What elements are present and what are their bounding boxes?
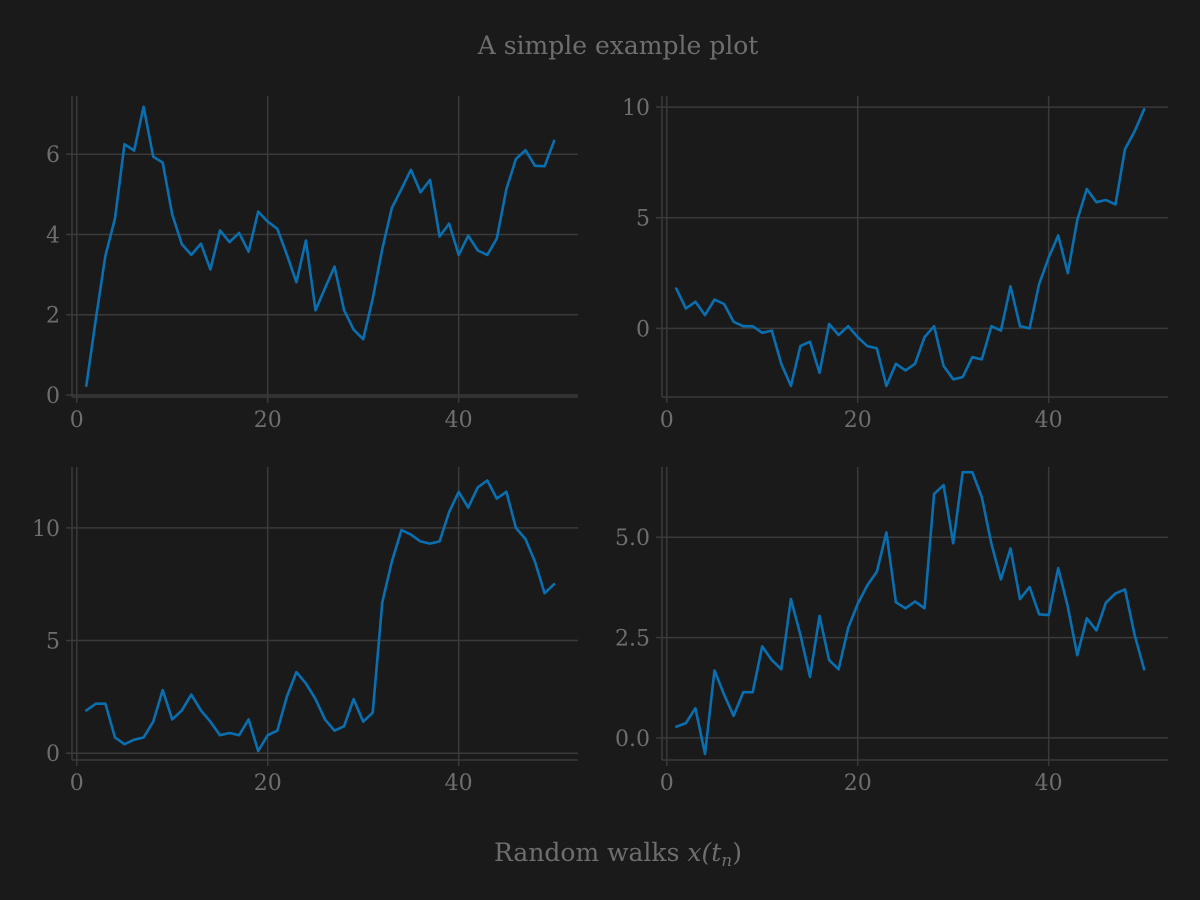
x-tick-label: 0 bbox=[660, 771, 674, 796]
x-axis-label-text: Random walks bbox=[494, 838, 687, 867]
y-tick-label: 0 bbox=[46, 742, 60, 767]
chart-title: A simple example plot bbox=[477, 31, 759, 60]
x-tick-label: 0 bbox=[70, 771, 84, 796]
y-tick-label: 5.0 bbox=[615, 526, 650, 551]
y-tick-label: 0.0 bbox=[615, 727, 650, 752]
x-axis-label: Random walks x(tn) bbox=[494, 838, 742, 871]
y-tick-label: 10 bbox=[622, 96, 650, 121]
x-tick-label: 40 bbox=[445, 408, 473, 433]
x-axis-label-math: x(t bbox=[687, 838, 722, 867]
y-tick-label: 6 bbox=[46, 143, 60, 168]
subplot-1: 0 20 40 0 2 4 6 bbox=[46, 96, 578, 433]
subplot-2: 0 20 40 0 5 10 bbox=[622, 96, 1168, 433]
subplots: 0 20 40 0 2 4 6 0 20 40 0 5 10 0 20 40 0 5 10 0 20 40 0.0 2.5 5.… bbox=[32, 96, 1168, 796]
x-tick-label: 20 bbox=[844, 408, 872, 433]
subplot-3: 0 20 40 0 5 10 bbox=[32, 467, 578, 796]
y-tick-label: 2.5 bbox=[615, 627, 650, 652]
x-tick-label: 20 bbox=[844, 771, 872, 796]
x-axis-label-close: ) bbox=[732, 838, 742, 867]
x-tick-label: 20 bbox=[254, 771, 282, 796]
y-tick-label: 0 bbox=[46, 384, 60, 409]
series-line bbox=[85, 479, 556, 753]
y-tick-label: 5 bbox=[636, 207, 650, 232]
x-tick-label: 0 bbox=[660, 408, 674, 433]
series-line bbox=[674, 108, 1146, 388]
x-tick-label: 40 bbox=[1035, 408, 1063, 433]
x-tick-label: 40 bbox=[1035, 771, 1063, 796]
x-axis-label-subscript: n bbox=[721, 851, 732, 871]
y-tick-label: 10 bbox=[32, 517, 60, 542]
y-tick-label: 5 bbox=[46, 630, 60, 655]
y-tick-label: 4 bbox=[46, 223, 60, 248]
y-tick-label: 0 bbox=[636, 317, 650, 342]
x-tick-label: 0 bbox=[70, 408, 84, 433]
y-tick-label: 2 bbox=[46, 304, 60, 329]
subplot-4: 0 20 40 0.0 2.5 5.0 bbox=[615, 467, 1168, 796]
series-line bbox=[85, 105, 556, 388]
x-tick-label: 20 bbox=[254, 408, 282, 433]
series-line bbox=[674, 470, 1146, 756]
x-tick-label: 40 bbox=[445, 771, 473, 796]
